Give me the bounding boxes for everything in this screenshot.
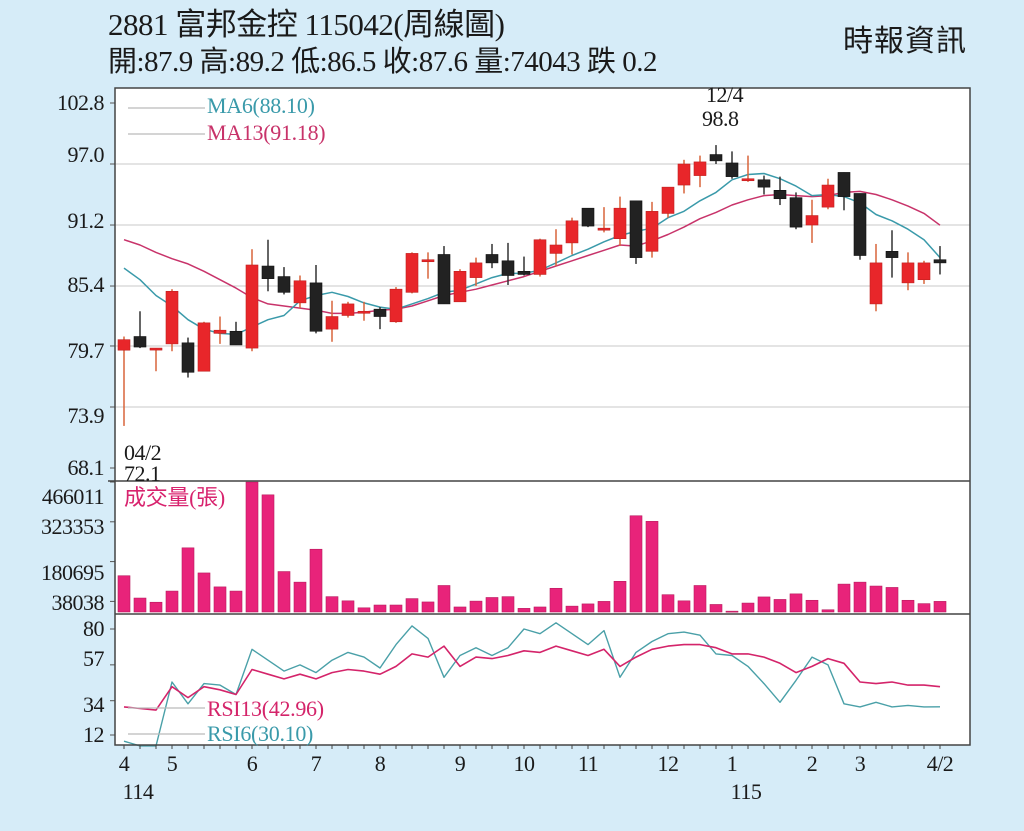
rsi-tick-label: 80 [83,616,105,641]
rsi13-legend: RSI13(42.96) [207,696,324,721]
price-tick-label: 73.9 [67,403,105,428]
x-month-label: 12 [657,751,680,776]
low-value-annotation: 72.1 [124,461,161,486]
panel-frames [108,87,971,746]
source-label: 時報資訊 [843,24,967,59]
x-year-label: 115 [730,779,762,804]
volume-tick-label: 466011 [41,484,105,509]
volume-title: 成交量(張) [124,485,225,510]
price-tick-label: 91.2 [67,208,105,233]
gridlines [110,102,970,736]
x-month-label: 4 [118,751,130,776]
x-month-label: 11 [577,751,599,776]
price-tick-label: 102.8 [57,90,105,115]
rsi-tick-label: 57 [83,646,105,671]
x-month-label: 8 [374,751,386,776]
volume-tick-label: 38038 [51,590,105,615]
page-title: 2881 富邦金控 115042(周線圖) [108,7,505,42]
x-month-label: 2 [806,751,818,776]
rsi-tick-label: 34 [83,692,105,717]
volume-bars [117,481,947,613]
low-date-annotation: 04/2 [124,440,162,465]
volume-tick-label: 323353 [41,514,105,539]
rsi-lines [123,622,941,747]
x-month-label: 6 [246,751,258,776]
high-value-annotation: 98.8 [702,106,739,131]
volume-tick-label: 180695 [41,560,105,585]
x-month-label: 5 [166,751,178,776]
x-month-label: 7 [310,751,322,776]
x-month-label: 4/2 [926,751,954,776]
x-month-label: 10 [513,751,536,776]
price-tick-label: 97.0 [67,142,105,167]
x-month-label: 1 [726,751,738,776]
price-tick-label: 85.4 [67,272,105,297]
rsi-tick-label: 12 [83,722,105,747]
x-axis-ticks [123,745,941,749]
price-tick-label: 68.1 [67,455,105,480]
price-tick-label: 79.7 [67,338,105,363]
moving-average-lines [123,172,941,336]
legend-lines [128,107,205,735]
ma6-legend: MA6(88.10) [207,93,315,118]
high-date-annotation: 12/4 [706,82,744,107]
ohlc-summary: 開:87.9 高:89.2 低:86.5 收:87.6 量:74043 跌 0.… [108,46,658,78]
ma13-legend: MA13(91.18) [207,120,326,145]
x-year-label: 114 [122,779,154,804]
x-month-label: 9 [454,751,466,776]
rsi6-legend: RSI6(30.10) [207,721,314,746]
candlestick-series [117,145,947,426]
x-month-label: 3 [854,751,866,776]
